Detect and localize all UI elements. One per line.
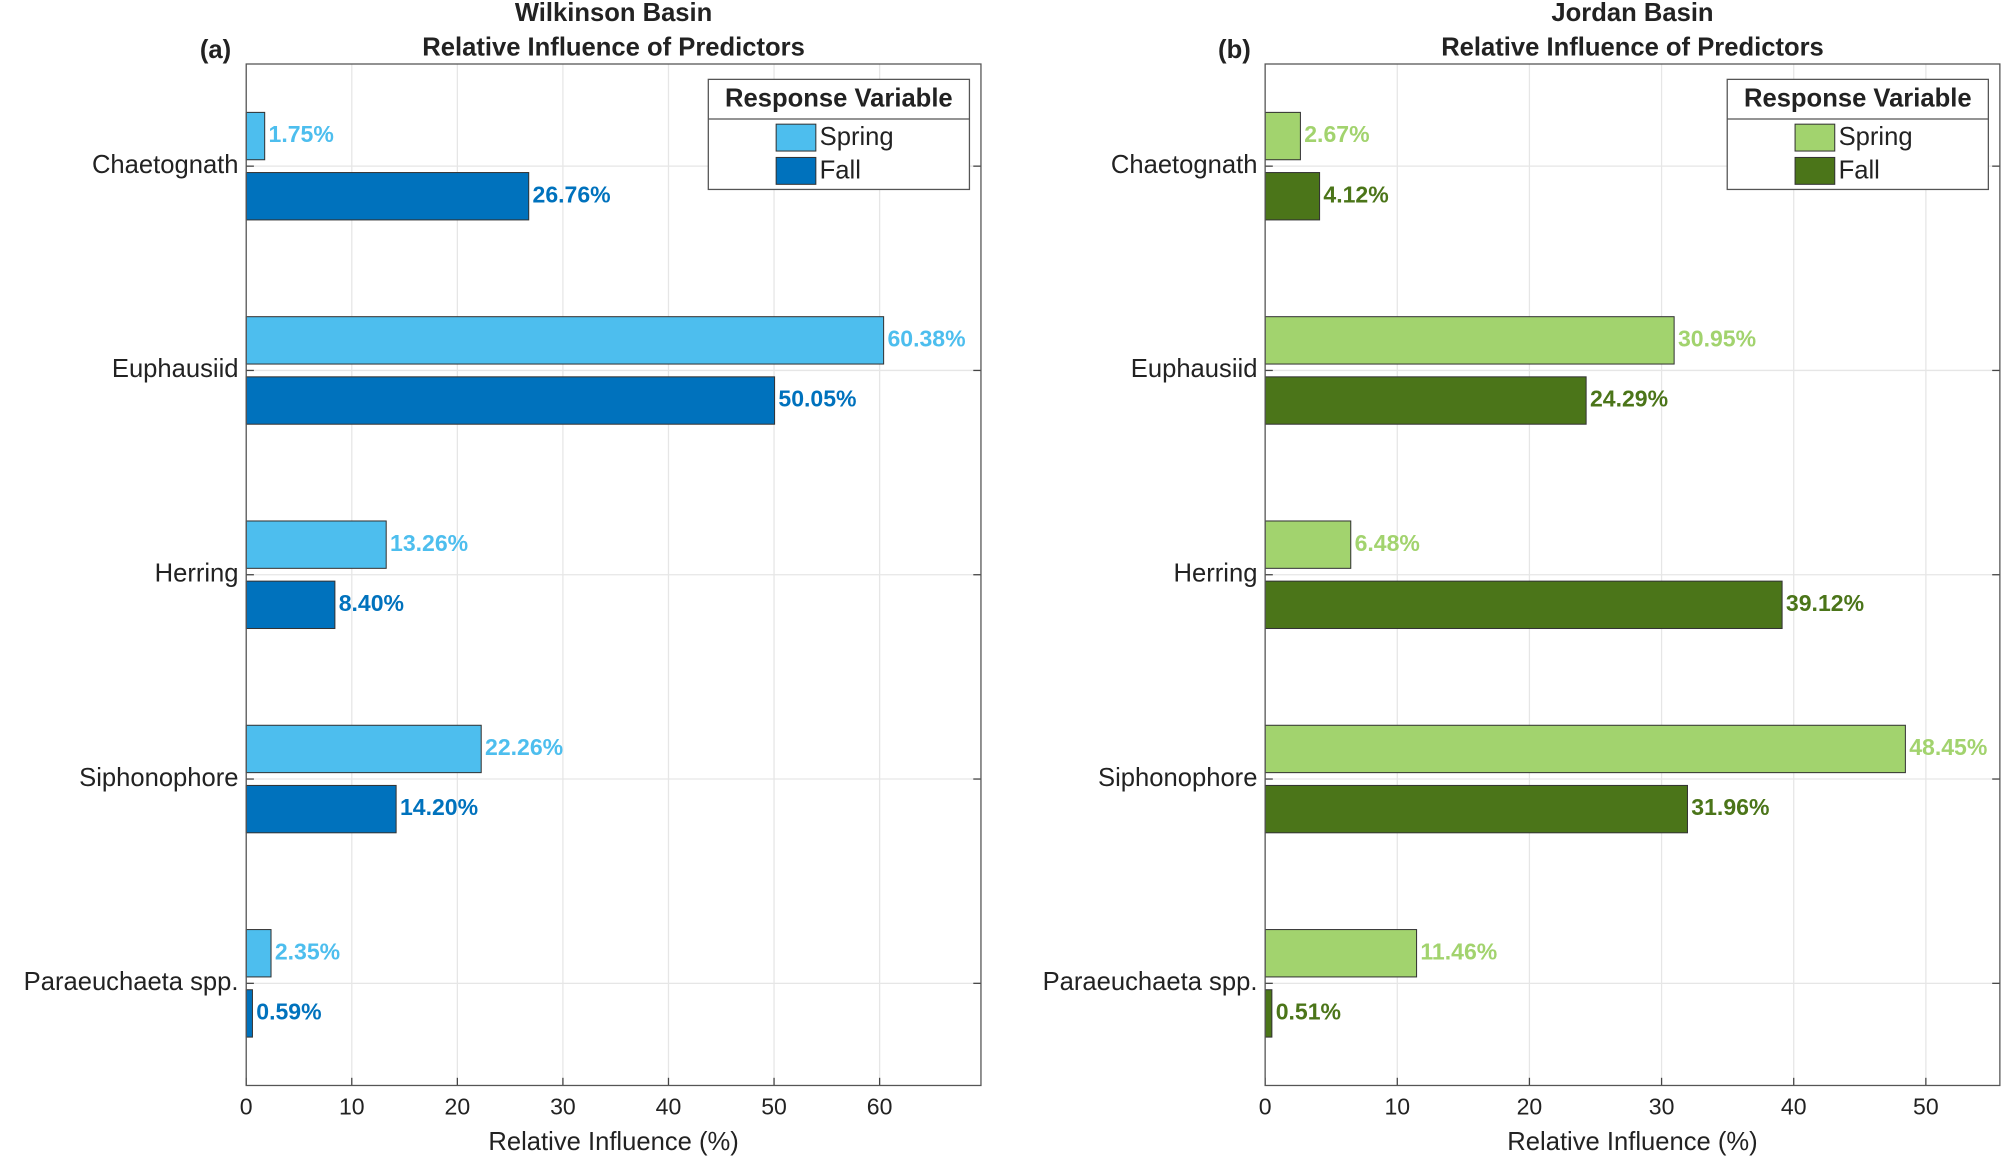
legend-label: Spring — [820, 123, 894, 151]
category-label: Chaetognath — [92, 151, 239, 179]
category-label: Paraeuchaeta spp. — [24, 968, 239, 996]
chart-title: Jordan Basin — [1551, 0, 1713, 27]
value-label: 2.35% — [275, 938, 340, 964]
bar — [1264, 111, 1301, 161]
value-label: 60.38% — [887, 325, 965, 351]
bar — [1264, 520, 1352, 569]
x-tick-label: 20 — [445, 1094, 471, 1120]
value-label: 0.51% — [1276, 999, 1341, 1025]
legend-label: Spring — [1839, 123, 1913, 151]
value-label: 6.48% — [1355, 530, 1420, 556]
legend-swatch — [775, 123, 817, 152]
category-label: Herring — [155, 560, 239, 588]
value-label: 14.20% — [400, 794, 478, 820]
x-axis-label: Relative Influence (%) — [1507, 1128, 1757, 1156]
bar — [245, 111, 266, 161]
x-tick-label: 20 — [1517, 1094, 1543, 1120]
panel-label: (a) — [200, 36, 231, 64]
category-label: Chaetognath — [1111, 151, 1258, 179]
panel-label: (b) — [1218, 36, 1251, 64]
value-label: 2.67% — [1304, 121, 1369, 147]
bar — [245, 376, 776, 425]
value-label: 31.96% — [1691, 794, 1769, 820]
bar — [245, 172, 530, 221]
category-label: Siphonophore — [79, 764, 238, 792]
legend-label: Fall — [1839, 156, 1880, 184]
legend-swatch — [775, 156, 817, 185]
x-tick-label: 30 — [1649, 1094, 1675, 1120]
x-tick-label: 50 — [761, 1094, 787, 1120]
value-label: 22.26% — [485, 734, 563, 760]
value-label: 11.46% — [1420, 938, 1497, 964]
x-tick-label: 40 — [1781, 1094, 1807, 1120]
value-label: 1.75% — [269, 121, 334, 147]
x-tick-label: 0 — [1259, 1094, 1272, 1120]
category-label: Euphausiid — [1131, 355, 1258, 383]
category-label: Paraeuchaeta spp. — [1043, 968, 1258, 996]
value-label: 48.45% — [1909, 734, 1987, 760]
bar — [245, 520, 387, 569]
bar — [1264, 172, 1321, 221]
x-tick-label: 60 — [867, 1094, 893, 1120]
legend-swatch — [1794, 123, 1836, 152]
chart-title: Relative Influence of Predictors — [1441, 33, 1824, 61]
legend-label: Fall — [820, 156, 861, 184]
value-label: 26.76% — [533, 181, 611, 207]
chart-title: Relative Influence of Predictors — [422, 33, 805, 61]
bar — [1264, 784, 1688, 834]
category-label: Herring — [1174, 560, 1258, 588]
x-tick-label: 40 — [656, 1094, 682, 1120]
legend-swatch — [1794, 156, 1836, 185]
bar — [245, 316, 885, 365]
value-label: 8.40% — [339, 590, 404, 616]
category-label: Siphonophore — [1098, 764, 1257, 792]
bar — [1264, 316, 1675, 365]
value-label: 50.05% — [778, 386, 856, 412]
bar — [245, 989, 253, 1038]
bar — [1264, 989, 1273, 1038]
category-label: Euphausiid — [112, 355, 239, 383]
x-axis-label: Relative Influence (%) — [488, 1128, 738, 1156]
axes-frame — [1264, 63, 2001, 1087]
value-label: 30.95% — [1678, 325, 1756, 351]
x-tick-label: 0 — [240, 1094, 253, 1120]
bar — [1264, 724, 1906, 774]
bar — [1264, 376, 1587, 425]
bar — [1264, 580, 1783, 630]
bar — [245, 724, 482, 774]
value-label: 13.26% — [390, 530, 468, 556]
bar — [1264, 929, 1418, 978]
value-label: 24.29% — [1590, 386, 1668, 412]
axes-frame — [245, 63, 982, 1087]
value-label: 39.12% — [1786, 590, 1864, 616]
chart-title: Wilkinson Basin — [515, 0, 712, 27]
legend-box — [707, 78, 971, 191]
legend-title: Response Variable — [1744, 85, 1972, 113]
bar — [245, 784, 397, 834]
x-tick-label: 30 — [550, 1094, 576, 1120]
legend-title: Response Variable — [725, 85, 953, 113]
value-label: 4.12% — [1323, 181, 1388, 207]
legend-box — [1726, 78, 1989, 191]
bar — [245, 929, 272, 978]
value-label: 0.59% — [256, 999, 321, 1025]
x-tick-label: 10 — [339, 1094, 365, 1120]
x-tick-label: 10 — [1384, 1094, 1410, 1120]
x-tick-label: 50 — [1913, 1094, 1939, 1120]
bar — [245, 580, 336, 630]
